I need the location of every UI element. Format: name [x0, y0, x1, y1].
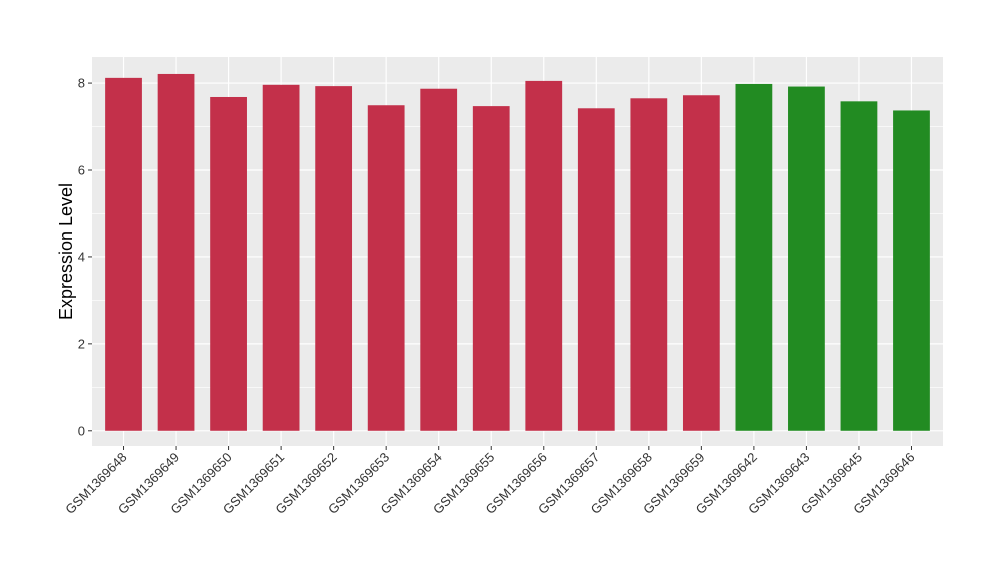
y-axis: 0 2 4 6 8 [78, 76, 92, 438]
y-tick-label: 4 [78, 249, 85, 264]
bar-GSM1369655 [472, 106, 510, 431]
bar-GSM1369659 [682, 95, 720, 431]
bar-GSM1369651 [262, 84, 300, 431]
y-tick-label: 2 [78, 336, 85, 351]
bar-GSM1369656 [525, 80, 563, 431]
y-axis-title: Expression Level [56, 183, 76, 320]
bar-GSM1369649 [157, 73, 195, 431]
bar-GSM1369657 [577, 108, 615, 431]
bar-GSM1369658 [630, 98, 668, 431]
y-tick-label: 6 [78, 163, 85, 178]
bar-GSM1369645 [840, 101, 878, 431]
bar-GSM1369648 [105, 77, 142, 431]
bar-GSM1369653 [367, 105, 405, 431]
bar-GSM1369654 [420, 88, 458, 431]
y-tick-label: 0 [78, 423, 85, 438]
bar-GSM1369652 [315, 86, 353, 431]
bar-GSM1369643 [788, 86, 825, 431]
y-tick-label: 8 [78, 76, 85, 91]
bar-GSM1369642 [735, 83, 773, 431]
bars [105, 73, 930, 431]
x-axis: GSM1369648GSM1369649GSM1369650GSM1369651… [62, 446, 918, 517]
bar-GSM1369646 [893, 110, 930, 431]
bar-GSM1369650 [210, 96, 247, 431]
